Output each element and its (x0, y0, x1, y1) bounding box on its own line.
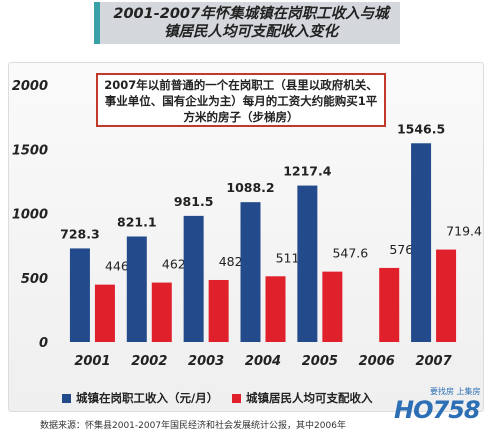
x-tick-label-2006: 2006 (359, 354, 395, 369)
y-tick-label: 1000 (12, 208, 48, 223)
bar-series2-2003 (208, 279, 229, 342)
page-title: 2001-2007年怀集城镇在岗职工收入与城镇居民人均可支配收入变化 (113, 6, 389, 40)
data-label-series1-2003: 981.5 (174, 194, 214, 209)
y-tick-label: 500 (21, 272, 48, 287)
bar-series2-2002 (151, 282, 172, 342)
bar-series2-2005 (322, 271, 343, 342)
bar-series2-2004 (265, 276, 286, 342)
data-label-series1-2001: 728.3 (60, 226, 100, 241)
data-label-series1-2005: 1217.4 (283, 164, 332, 179)
watermark-logo: 要找房 上集房 HO758 (390, 384, 486, 424)
bar-series2-2007 (436, 249, 457, 342)
x-tick-label-2003: 2003 (188, 354, 224, 369)
data-label-series2-2007: 719.4 (446, 224, 482, 239)
data-label-series1-2002: 821.1 (117, 214, 157, 229)
data-label-series1-2007: 1546.5 (397, 121, 445, 136)
bar-series1-2003 (183, 215, 204, 342)
data-label-series2-2005: 547.6 (332, 246, 368, 261)
x-tick-label-2001: 2001 (74, 354, 110, 369)
legend-label-series1: 城镇在岗职工收入（元/月） (76, 391, 219, 405)
x-tick-label-2002: 2002 (131, 354, 167, 369)
data-source-note: 数据来源：怀集县2001-2007年国民经济和社会发展统计公报，其中2006年 (40, 421, 346, 431)
x-tick-label-2004: 2004 (245, 354, 281, 369)
y-tick-label: 1500 (12, 143, 48, 158)
x-tick-label-2005: 2005 (302, 354, 338, 369)
logo-subtitle: 要找房 上集房 (430, 387, 481, 396)
bar-series1-2005 (297, 185, 318, 342)
data-label-series1-2004: 1088.2 (226, 180, 274, 195)
annotation-box: 2007年以前普通的一个在岗职工（县里以政府机关、事业单位、国有企业为主）每月的… (96, 73, 386, 127)
bar-series1-2002 (126, 236, 147, 342)
y-tick-label: 0 (39, 336, 48, 351)
legend-item-series1: 城镇在岗职工收入（元/月） (62, 390, 218, 406)
legend-swatch-series1 (62, 394, 71, 403)
legend-label-series2: 城镇居民人均可支配收入 (246, 391, 373, 405)
bar-series2-2001 (94, 284, 115, 342)
y-tick-label: 2000 (12, 79, 48, 94)
bar-series1-2007 (411, 143, 432, 342)
bar-series1-2001 (69, 248, 90, 342)
x-tick-label-2007: 2007 (415, 354, 452, 369)
title-box: 2001-2007年怀集城镇在岗职工收入与城镇居民人均可支配收入变化 (94, 2, 400, 44)
bar-series2-2006 (379, 267, 400, 342)
bar-series1-2004 (240, 202, 261, 342)
logo-mark: HO758 (394, 396, 481, 424)
legend-item-series2: 城镇居民人均可支配收入 (232, 390, 373, 406)
legend-swatch-series2 (232, 394, 241, 403)
